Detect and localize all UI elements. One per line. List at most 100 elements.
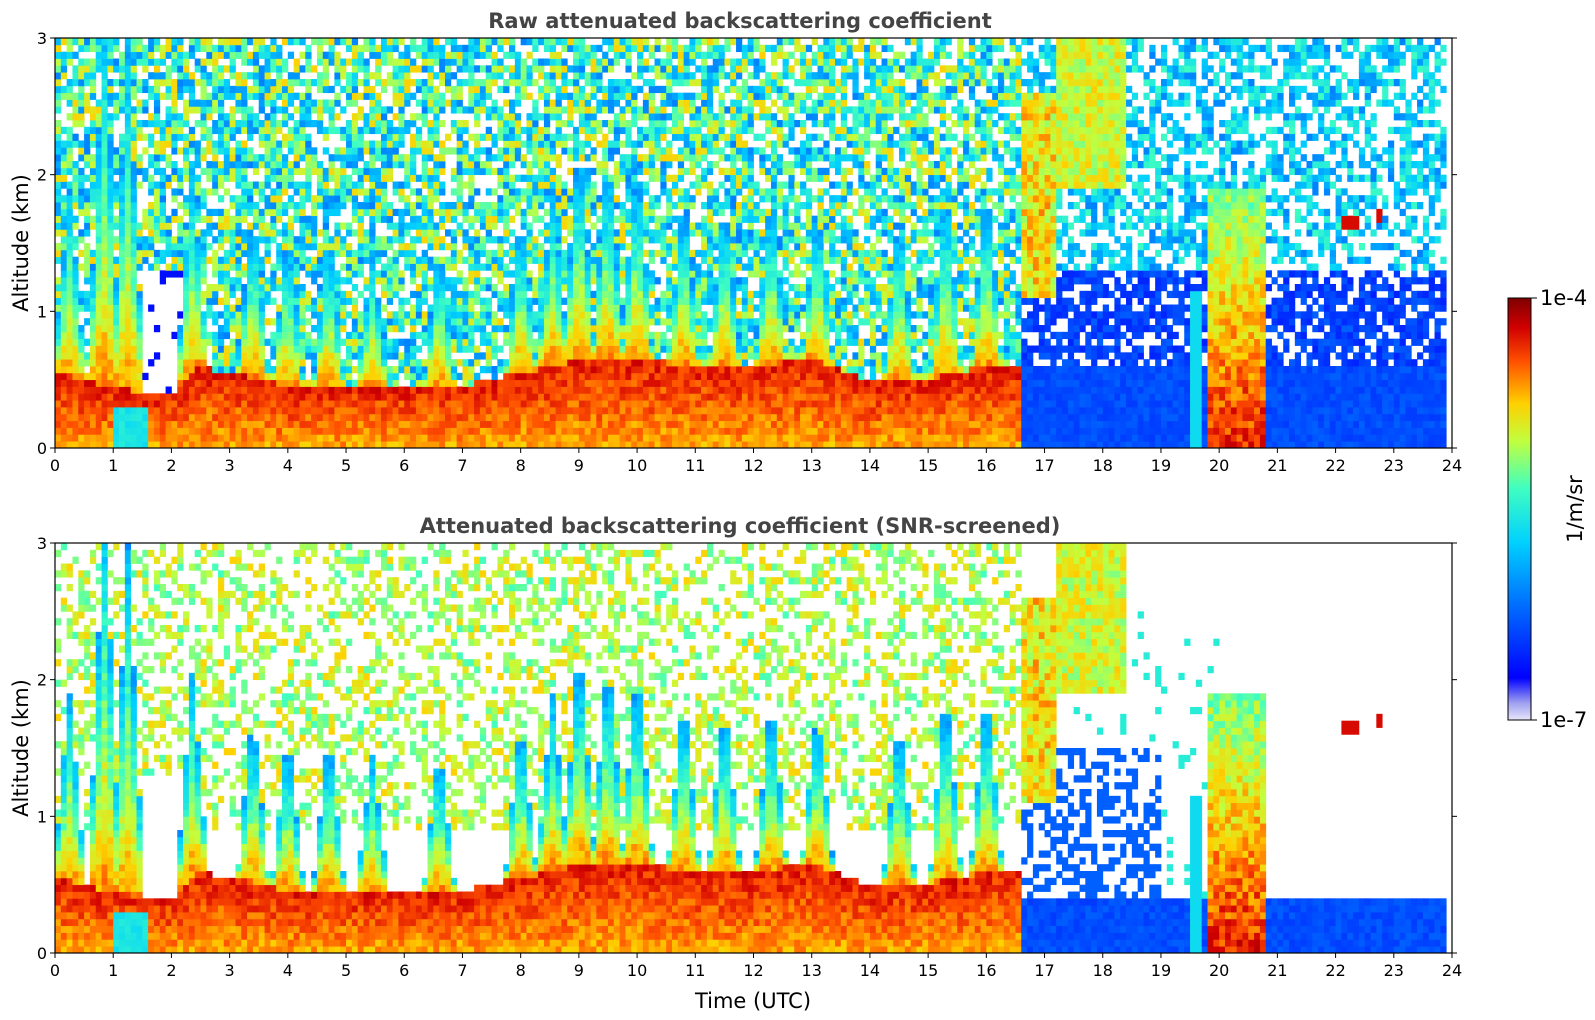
heatmap-cell [602, 284, 609, 292]
heatmap-cell [223, 147, 231, 155]
heatmap-cell [153, 44, 161, 53]
heatmap-cell [66, 222, 73, 230]
heatmap-cell [177, 85, 184, 94]
heatmap-cell [258, 434, 265, 442]
heatmap-cell [532, 147, 539, 155]
heatmap-cell [72, 120, 79, 128]
heatmap-cell [346, 161, 353, 169]
heatmap-cell [60, 393, 68, 401]
heatmap-cell [509, 38, 516, 46]
heatmap-cell [485, 229, 492, 237]
heatmap-cell [357, 400, 364, 408]
heatmap-cell [462, 325, 469, 333]
heatmap-cell [456, 386, 463, 394]
heatmap-cell [299, 79, 306, 87]
heatmap-cell [119, 202, 126, 210]
heatmap-cell [462, 400, 469, 408]
heatmap-cell [148, 85, 155, 94]
heatmap-cell [276, 256, 283, 264]
heatmap-cell [177, 58, 184, 66]
heatmap-cell [375, 386, 382, 394]
heatmap-cell [130, 434, 137, 442]
heatmap-cell [380, 284, 388, 292]
heatmap-cell [235, 161, 242, 169]
heatmap-cell [631, 113, 638, 121]
heatmap-cell [474, 297, 481, 305]
heatmap-cell [66, 434, 73, 442]
heatmap-cell [72, 284, 79, 292]
heatmap-cell [520, 161, 527, 169]
heatmap-cell [404, 99, 411, 107]
heatmap-cell [456, 359, 463, 367]
heatmap-cell [212, 297, 219, 305]
heatmap-cell [584, 44, 591, 53]
heatmap-cell [142, 51, 149, 59]
heatmap-cell [346, 338, 353, 346]
heatmap-cell [305, 120, 312, 128]
heatmap-cell [153, 229, 161, 237]
heatmap-cell [316, 167, 324, 176]
heatmap-cell [584, 311, 591, 319]
heatmap-cell [206, 215, 213, 223]
heatmap-cell [328, 270, 335, 278]
heatmap-cell [351, 58, 359, 66]
heatmap-cell [282, 284, 289, 292]
heatmap-cell [578, 99, 586, 107]
heatmap-cell [607, 263, 615, 271]
heatmap-cell [316, 352, 324, 360]
heatmap-cell [258, 99, 265, 107]
heatmap-cell [584, 174, 591, 182]
heatmap-cell [270, 92, 277, 100]
heatmap-cell [561, 359, 568, 367]
heatmap-cell [351, 427, 359, 435]
heatmap-cell [305, 304, 312, 312]
heatmap-cell [538, 338, 545, 346]
heatmap-cell [509, 325, 516, 333]
heatmap-cell [264, 126, 271, 135]
heatmap-cell [613, 270, 621, 278]
heatmap-cell [404, 249, 411, 258]
heatmap-cell [264, 441, 271, 449]
heatmap-cell [60, 318, 68, 326]
heatmap-cell [386, 366, 394, 374]
heatmap-cell [264, 161, 271, 169]
heatmap-cell [439, 188, 446, 196]
heatmap-cell [346, 352, 353, 360]
heatmap-cell [136, 311, 143, 319]
heatmap-cell [241, 441, 248, 449]
heatmap-cell [398, 352, 405, 360]
heatmap-cell [398, 359, 405, 367]
heatmap-cell [410, 113, 417, 121]
heatmap-cell [491, 386, 498, 394]
heatmap-cell [497, 359, 504, 367]
heatmap-cell [462, 79, 469, 87]
heatmap-cell [555, 297, 562, 305]
heatmap-cell [113, 427, 120, 435]
heatmap-cell [148, 38, 155, 46]
heatmap-cell [456, 167, 463, 176]
heatmap-cell [462, 215, 469, 223]
heatmap-cell [509, 420, 516, 428]
heatmap-cell [555, 140, 562, 148]
heatmap-cell [72, 106, 79, 114]
heatmap-cell [625, 345, 632, 353]
heatmap-cell [142, 434, 149, 442]
heatmap-cell [136, 338, 143, 346]
heatmap-cell [270, 427, 277, 435]
heatmap-cell [165, 236, 172, 244]
heatmap-cell [543, 270, 551, 278]
heatmap-cell [311, 270, 318, 278]
heatmap-cell [305, 133, 312, 141]
heatmap-cell [258, 325, 265, 333]
heatmap-cell [503, 427, 510, 435]
heatmap-cell [142, 79, 149, 87]
heatmap-cell [363, 400, 370, 408]
heatmap-cell [334, 208, 341, 217]
heatmap-cell [107, 181, 114, 189]
heatmap-cell [398, 195, 405, 203]
heatmap-cell [177, 345, 184, 353]
heatmap-cell [532, 120, 539, 128]
heatmap-cell [561, 413, 568, 422]
heatmap-cell [119, 229, 126, 237]
heatmap-cell [316, 379, 324, 387]
